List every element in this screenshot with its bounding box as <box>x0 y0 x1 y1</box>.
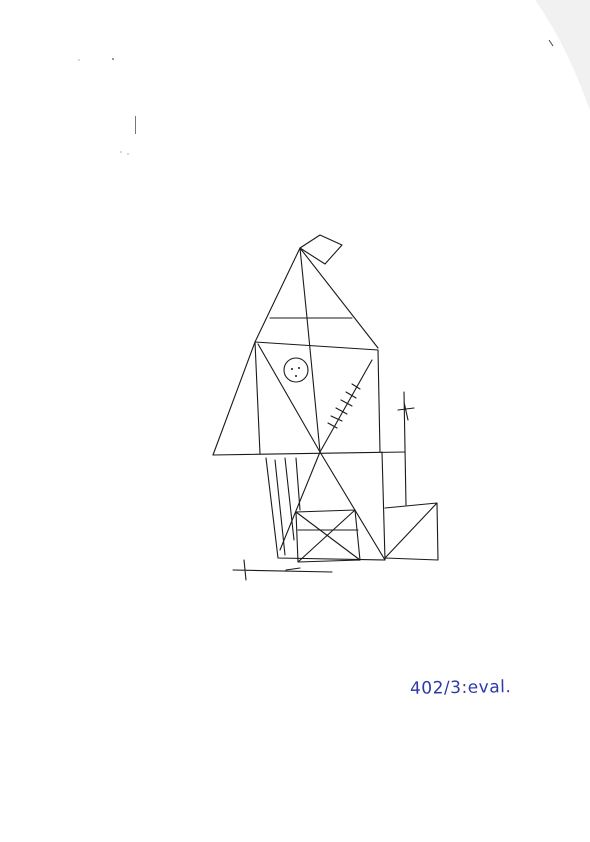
main-diagonal <box>257 343 386 561</box>
second-diagonal <box>279 359 373 551</box>
diagonal-hatches <box>327 383 361 429</box>
page-corner-shadow <box>535 0 590 110</box>
ground-line <box>232 559 333 581</box>
right-annex <box>384 502 439 561</box>
left-wing <box>212 341 406 456</box>
circle-face <box>283 357 309 383</box>
lower-body <box>265 451 386 561</box>
right-post <box>397 391 415 506</box>
scan-specks <box>78 58 136 155</box>
roof-flag <box>299 234 343 265</box>
circle-dots <box>291 367 300 377</box>
roof-inner-lines <box>299 247 321 453</box>
upper-body <box>254 341 381 455</box>
handwritten-annotation: 402/3:eval. <box>409 677 512 699</box>
corner-mark <box>548 39 554 47</box>
crossed-box <box>295 509 361 563</box>
house-sketch <box>212 234 439 581</box>
vertical-stripes <box>274 457 301 556</box>
roof-outline <box>254 247 379 349</box>
